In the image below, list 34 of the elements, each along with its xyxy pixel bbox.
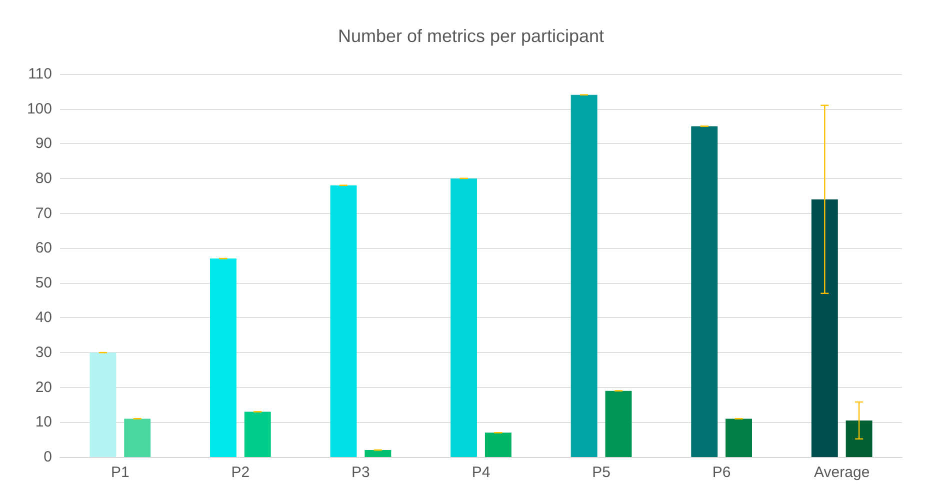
bar — [210, 258, 236, 457]
bar — [605, 390, 632, 457]
bar — [811, 199, 838, 457]
bar — [244, 412, 271, 457]
chart-title: Number of metrics per participant — [338, 26, 604, 46]
x-tick-label: P5 — [592, 464, 610, 481]
y-tick-label: 50 — [35, 274, 52, 292]
x-tick-label: P6 — [712, 464, 731, 481]
bar — [90, 352, 116, 457]
x-tick-label: P3 — [352, 464, 370, 481]
bar — [846, 420, 872, 457]
bar — [726, 418, 752, 457]
bar — [570, 94, 598, 457]
bar — [124, 418, 151, 457]
y-tick-label: 100 — [26, 100, 52, 118]
bar — [330, 185, 357, 457]
y-tick-label: 0 — [44, 448, 52, 466]
y-tick-label: 90 — [35, 135, 52, 152]
y-tick-label: 10 — [35, 414, 52, 431]
x-tick-label: P4 — [472, 464, 490, 481]
y-tick-label: 80 — [35, 170, 52, 187]
y-tick-label: 110 — [28, 66, 52, 82]
y-tick-label: 60 — [35, 240, 52, 257]
y-tick-label: 40 — [35, 309, 52, 326]
y-tick-label: 20 — [35, 378, 52, 396]
bar — [450, 178, 478, 457]
y-tick-label: 30 — [35, 344, 52, 362]
y-tick-label: 70 — [35, 204, 52, 222]
x-tick-label: Average — [814, 464, 870, 481]
bar — [364, 450, 392, 457]
x-tick-label: P2 — [231, 464, 250, 481]
bar — [691, 126, 718, 457]
bar — [484, 432, 512, 457]
x-tick-label: P1 — [110, 464, 130, 481]
